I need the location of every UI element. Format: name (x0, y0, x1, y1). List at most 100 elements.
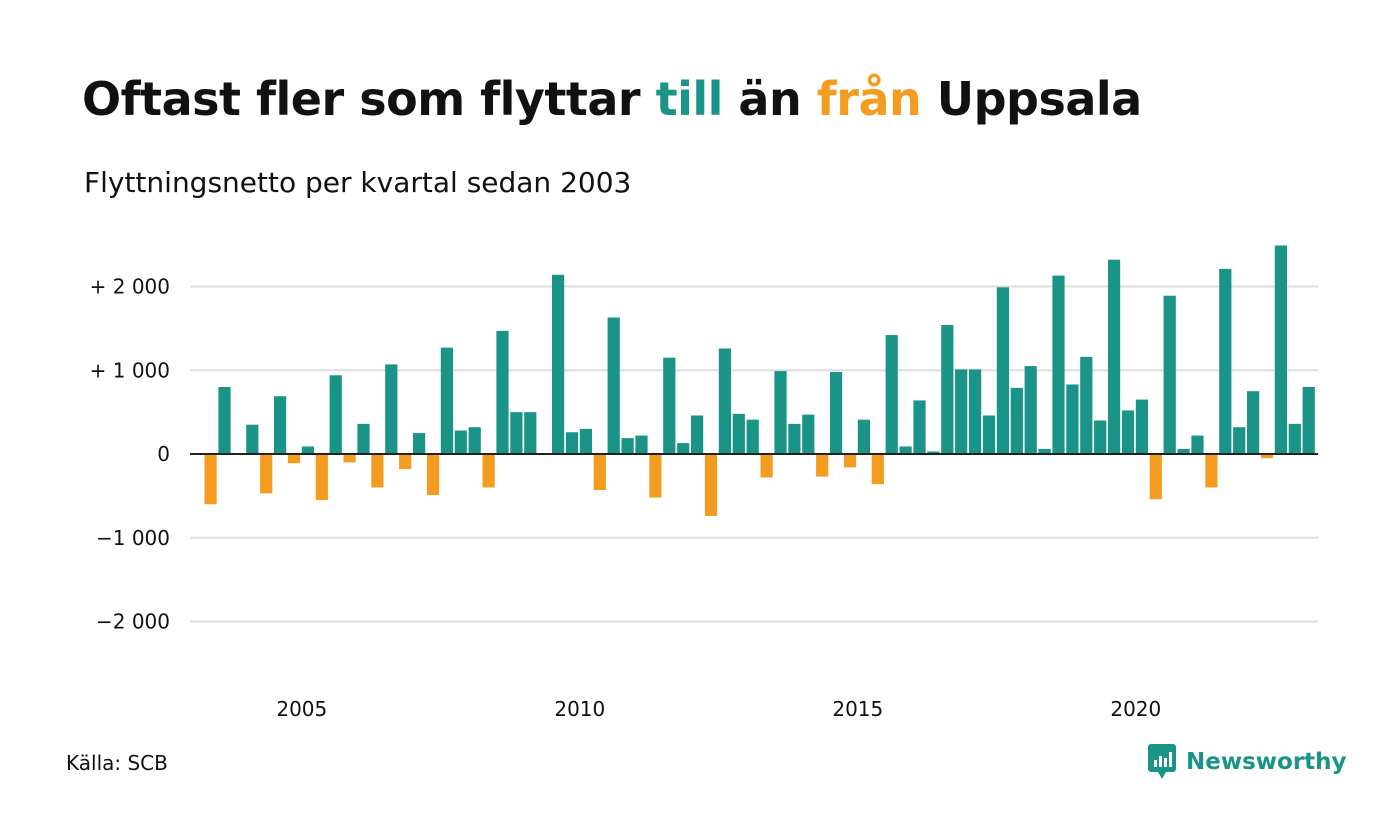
chart-title: Oftast fler som flyttar till än från Upp… (82, 72, 1142, 126)
x-tick-label: 2005 (276, 697, 327, 721)
y-tick-label: −1 000 (96, 526, 170, 550)
bar-positive (385, 364, 398, 454)
title-part-2: än (722, 72, 817, 126)
bar-negative (816, 454, 829, 477)
bar-chart: + 2 000 + 1 000 0 −1 000 −2 000 2005 2010 2015… (90, 245, 1318, 721)
title-part-3: Uppsala (921, 72, 1142, 126)
grid-lines (190, 285, 1318, 623)
bar-positive (1247, 391, 1260, 454)
bar-positive (301, 446, 314, 454)
bar-negative (371, 454, 384, 488)
bar-positive (732, 413, 745, 454)
x-tick-label: 2010 (554, 697, 605, 721)
bar-negative (593, 454, 606, 491)
bar-positive (1163, 295, 1176, 454)
bar-positive (329, 375, 342, 454)
bar-positive (357, 423, 370, 454)
bar-negative (204, 454, 217, 505)
bar-negative (482, 454, 495, 488)
y-tick-label: + 2 000 (90, 275, 170, 299)
bar-positive (565, 432, 579, 455)
y-tick-label: −2 000 (96, 610, 170, 634)
bar-negative (287, 454, 301, 464)
brand-logo[interactable]: Newsworthy (1148, 744, 1347, 780)
bar-positive (788, 423, 801, 454)
bar-positive (635, 435, 648, 454)
bar-positive (857, 419, 870, 454)
bar-negative (649, 454, 662, 498)
bar-positive (496, 330, 509, 454)
bar-negative (1149, 454, 1162, 500)
bar-negative (760, 454, 773, 478)
bar-positive (468, 427, 481, 454)
bar-negative (260, 454, 273, 494)
title-highlight-fran: från (816, 72, 922, 126)
bar-negative (704, 454, 718, 516)
bar-positive (1177, 448, 1190, 455)
bar-positive (607, 317, 620, 454)
bar-negative (315, 454, 328, 501)
bar-positive (899, 446, 912, 454)
bar-positive (955, 369, 968, 454)
title-highlight-till: till (655, 72, 724, 126)
bar-positive (440, 347, 453, 454)
bar-positive (996, 287, 1009, 454)
bar-negative (426, 454, 440, 496)
bar-positive (982, 415, 996, 455)
bar-positive (1274, 245, 1287, 454)
bar-positive (1219, 268, 1232, 454)
bar-positive (663, 357, 676, 454)
x-tick-label: 2020 (1110, 697, 1161, 721)
x-axis-labels: 2005 2010 2015 2020 (276, 697, 1161, 721)
bar-positive (1121, 410, 1135, 454)
bar-positive (774, 371, 787, 454)
bar-positive (246, 424, 259, 454)
bar-negative (871, 454, 884, 485)
bar-positive (1038, 448, 1051, 455)
y-axis-labels: + 2 000 + 1 000 0 −1 000 −2 000 (90, 275, 170, 634)
bar-positive (1108, 259, 1121, 454)
bar-positive (718, 348, 731, 455)
bar-positive (552, 274, 565, 454)
bar-positive (413, 433, 426, 454)
brand-name: Newsworthy (1186, 749, 1347, 775)
bar-positive (1233, 427, 1246, 454)
bar-positive (927, 451, 940, 454)
y-tick-label: + 1 000 (90, 358, 170, 382)
bar-positive (746, 419, 759, 454)
bar-positive (1302, 387, 1315, 454)
bar-positive (1024, 366, 1037, 454)
x-tick-label: 2015 (832, 697, 883, 721)
source-note: Källa: SCB (66, 751, 168, 775)
bar-negative (399, 454, 412, 470)
bar-positive (802, 414, 815, 454)
bar-negative (1260, 454, 1274, 459)
y-tick-label: 0 (157, 442, 170, 466)
bar-negative (343, 454, 356, 463)
bar-negative (1205, 454, 1218, 488)
bar-positive (510, 412, 523, 455)
bars (204, 245, 1315, 516)
bar-positive (1010, 387, 1023, 454)
bar-positive (1094, 420, 1107, 454)
bar-negative (843, 454, 857, 468)
bar-positive (621, 438, 634, 454)
bar-positive (1052, 275, 1065, 454)
bar-positive (677, 443, 690, 454)
bar-positive (1191, 435, 1204, 454)
bar-positive (274, 396, 287, 454)
bar-positive (454, 430, 467, 454)
bar-positive (969, 369, 982, 454)
bar-positive (830, 371, 843, 455)
title-part-1: Oftast fler som flyttar (82, 72, 656, 126)
bar-positive (579, 428, 592, 455)
bar-positive (913, 400, 926, 454)
bar-positive (1135, 399, 1148, 454)
bar-positive (691, 415, 704, 455)
newsworthy-logo-icon (1148, 744, 1176, 779)
bar-positive (1288, 423, 1301, 454)
bar-positive (1080, 356, 1093, 454)
bar-positive (941, 325, 954, 454)
bar-positive (218, 387, 231, 454)
chart-subtitle: Flyttningsnetto per kvartal sedan 2003 (84, 166, 632, 199)
